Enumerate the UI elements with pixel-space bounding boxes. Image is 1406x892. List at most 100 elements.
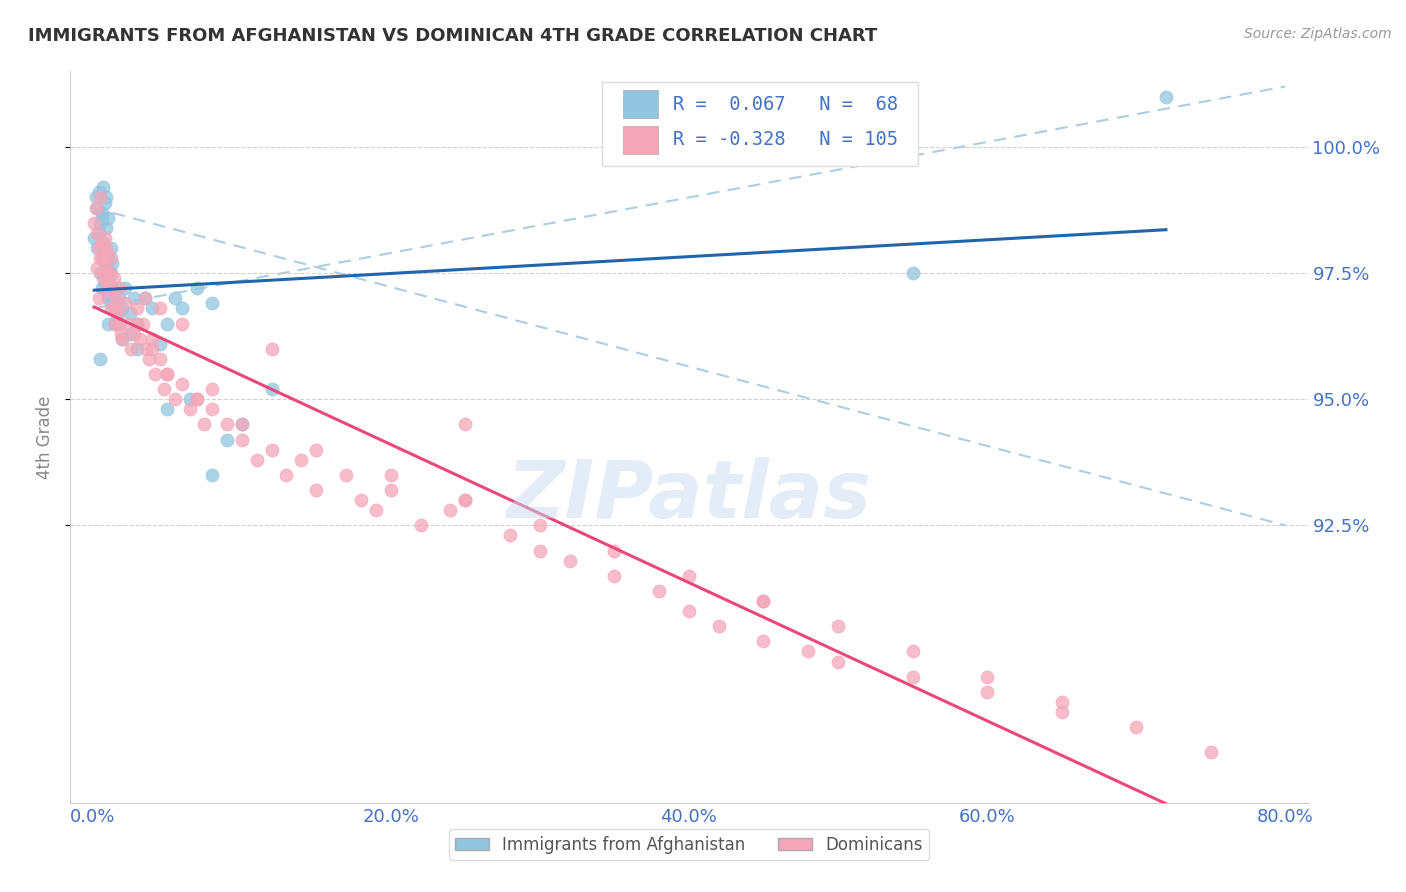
Point: [201, 402, 224, 417]
Point: [93, 277, 115, 291]
Point: [90, 211, 112, 225]
Point: [276, 467, 298, 482]
Point: [290, 452, 312, 467]
Point: [439, 503, 461, 517]
Point: [215, 433, 238, 447]
Point: [111, 332, 134, 346]
Point: [305, 442, 328, 457]
Point: [678, 604, 700, 618]
Point: [141, 342, 163, 356]
Point: [156, 402, 179, 417]
Point: [86, 241, 108, 255]
Point: [156, 367, 179, 381]
Point: [108, 291, 131, 305]
Point: [93, 195, 115, 210]
Point: [89, 251, 111, 265]
Point: [101, 256, 124, 270]
Point: [110, 326, 132, 341]
Point: [193, 417, 215, 432]
Point: [529, 518, 551, 533]
Point: [120, 342, 142, 356]
Point: [380, 483, 402, 497]
FancyBboxPatch shape: [602, 82, 918, 167]
Point: [97, 317, 120, 331]
Point: [127, 317, 149, 331]
Point: [97, 281, 120, 295]
Point: [186, 392, 208, 407]
Point: [127, 342, 149, 356]
Point: [98, 266, 121, 280]
Point: [797, 644, 820, 658]
Point: [149, 351, 172, 366]
Point: [91, 180, 114, 194]
Point: [118, 306, 141, 320]
Point: [100, 251, 122, 265]
Point: [172, 301, 194, 316]
Point: [409, 518, 432, 533]
Point: [231, 417, 253, 432]
Point: [107, 296, 129, 310]
Point: [91, 266, 114, 280]
Point: [364, 503, 387, 517]
Point: [901, 644, 924, 658]
Point: [827, 619, 849, 633]
Point: [84, 201, 107, 215]
Point: [129, 332, 152, 346]
Point: [89, 266, 111, 280]
Point: [172, 377, 194, 392]
Point: [91, 251, 114, 265]
Text: ZIPatlas: ZIPatlas: [506, 457, 872, 534]
Point: [260, 442, 283, 457]
Point: [350, 493, 373, 508]
Point: [1199, 745, 1222, 759]
Point: [100, 266, 122, 280]
Point: [90, 281, 112, 295]
Point: [149, 336, 172, 351]
Text: R =  0.067   N =  68: R = 0.067 N = 68: [673, 95, 898, 114]
Point: [901, 266, 924, 280]
Point: [231, 433, 253, 447]
Point: [707, 619, 730, 633]
Point: [114, 281, 136, 295]
Point: [260, 342, 283, 356]
Point: [84, 190, 107, 204]
Point: [87, 186, 110, 200]
Point: [90, 251, 112, 265]
Point: [260, 382, 283, 396]
Point: [108, 317, 131, 331]
Point: [98, 266, 121, 280]
Point: [89, 190, 111, 204]
Point: [100, 296, 122, 310]
Point: [827, 655, 849, 669]
Text: R = -0.328   N = 105: R = -0.328 N = 105: [673, 130, 898, 149]
Point: [105, 311, 128, 326]
Point: [127, 317, 149, 331]
Point: [94, 220, 117, 235]
Point: [100, 241, 122, 255]
Point: [87, 291, 110, 305]
Point: [1154, 89, 1177, 103]
Point: [89, 216, 111, 230]
Point: [97, 286, 120, 301]
Point: [454, 493, 477, 508]
Point: [499, 528, 522, 542]
Point: [94, 261, 117, 276]
Point: [163, 291, 186, 305]
Point: [103, 271, 125, 285]
Point: [97, 277, 120, 291]
Point: [94, 246, 117, 260]
Point: [215, 417, 238, 432]
Point: [1050, 705, 1073, 719]
Point: [104, 317, 127, 331]
Point: [111, 301, 134, 316]
Point: [107, 306, 129, 320]
Point: [124, 326, 146, 341]
Point: [976, 670, 998, 684]
FancyBboxPatch shape: [623, 90, 658, 119]
Point: [103, 301, 125, 316]
Point: [124, 291, 146, 305]
Point: [138, 351, 160, 366]
Point: [98, 271, 121, 285]
Point: [83, 231, 105, 245]
Point: [752, 594, 775, 608]
